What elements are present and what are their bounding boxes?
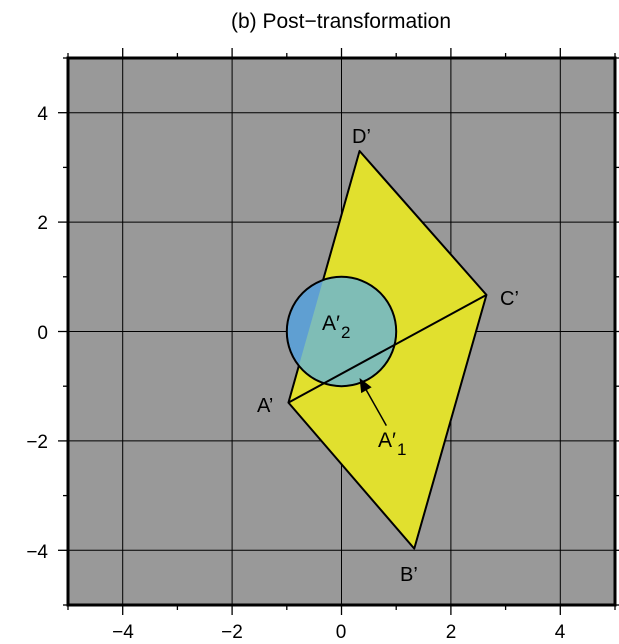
vertex-label-d: D’ [352,126,371,148]
y-tick-label: 2 [37,213,48,234]
region-label-a2: A′2 [322,312,350,342]
x-axis-tick-labels: −4 −2 0 2 4 [112,622,566,643]
y-tick-label: −4 [26,542,48,563]
vertex-label-a: A’ [257,395,273,417]
vertex-label-b: B’ [400,564,418,586]
figure-title: (b) Post−transformation [231,10,451,33]
tick-marks [58,48,619,615]
circle-outline [285,275,398,388]
region-label-a1-sub: 1 [397,440,406,459]
vertex-label-c: C’ [500,288,519,310]
pointer-arrow [359,377,388,426]
y-axis-tick-labels: 4 2 0 −2 −4 [26,104,48,563]
pointer-arrow-shaft [363,386,388,426]
diagonal-a-c [287,293,487,404]
x-tick-label: 2 [446,622,457,643]
region-label-a2-main: A′ [322,312,340,335]
y-tick-label: 4 [37,104,48,125]
x-tick-label: 0 [336,622,347,643]
region-label-a1-main: A′ [378,429,396,452]
y-tick-label: 0 [37,323,48,344]
region-label-a1: A′1 [378,429,406,459]
x-tick-label: 4 [555,622,566,643]
y-tick-label: −2 [26,432,48,453]
pointer-arrow-head [359,377,372,394]
region-label-a2-sub: 2 [341,323,350,342]
x-tick-label: −4 [112,622,134,643]
x-tick-label: −2 [221,622,243,643]
